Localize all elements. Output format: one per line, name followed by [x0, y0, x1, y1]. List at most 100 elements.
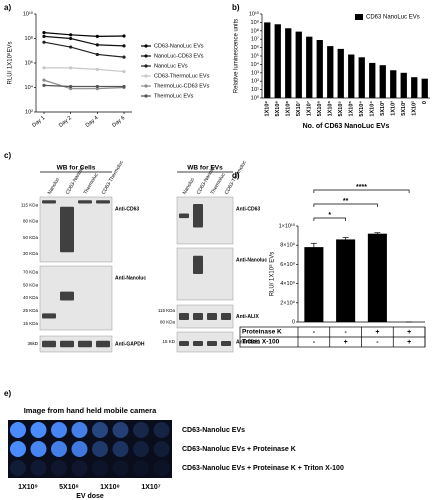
bar: [316, 40, 323, 98]
well: [153, 460, 170, 476]
series-line: [43, 84, 124, 88]
antibody-label: Anti-CD81: [236, 339, 260, 345]
point: [95, 84, 99, 89]
blot-band: [42, 340, 56, 348]
bar: [348, 54, 355, 98]
blot-band: [193, 204, 203, 228]
y-tick-label: 10¹⁰: [23, 10, 34, 17]
point: [42, 78, 46, 82]
point: [95, 52, 99, 57]
table-cell: +: [344, 339, 348, 346]
imaging-title: Image from hand held mobile camera: [24, 406, 157, 415]
well: [133, 441, 149, 457]
well: [71, 460, 88, 476]
point: [42, 34, 46, 38]
well: [71, 422, 88, 438]
point: [69, 36, 73, 41]
well: [112, 422, 129, 438]
blot-title: WB for Cells: [57, 165, 96, 172]
row-label: CD63-Nanoluc EVs + Proteinase K + Triton…: [182, 465, 344, 472]
y-tick-label: 10³: [251, 70, 259, 76]
x-tick-label: 5X10⁶: [317, 101, 323, 117]
point: [42, 40, 46, 44]
significance-label: ****: [356, 184, 367, 191]
point: [42, 83, 46, 87]
legend-marker: [144, 94, 148, 98]
y-tick-label: 10⁹: [251, 19, 259, 26]
blot-band: [193, 313, 203, 320]
series-line: [43, 79, 125, 90]
point: [69, 84, 73, 89]
point: [69, 66, 73, 70]
blot-title: WB for EVs: [187, 165, 223, 172]
mw-marker: 36kD: [27, 341, 38, 346]
antibody-label: Anti-Nanoluc: [236, 257, 267, 263]
blot-band: [42, 313, 56, 319]
table-cell: -: [344, 329, 347, 336]
y-tick-label: 10²: [251, 79, 259, 85]
significance-label: **: [343, 198, 349, 205]
bar: [327, 46, 334, 98]
blot-band: [221, 313, 231, 320]
mw-marker: 115 KDa: [158, 308, 176, 313]
legend-marker: [144, 64, 148, 68]
mw-marker: 15 KDa: [23, 321, 39, 326]
bar: [411, 77, 418, 98]
mw-marker: 80 KDa: [160, 319, 176, 324]
legend-marker: [144, 44, 148, 48]
blot-band: [207, 341, 217, 346]
mw-marker: 50 KDa: [23, 282, 39, 287]
y-tick-label: 10⁴: [251, 61, 260, 68]
bar: [358, 57, 365, 98]
table-cell: +: [407, 339, 411, 346]
y-tick-label: 10⁸: [25, 35, 33, 42]
bar: [264, 22, 271, 98]
y-tick-label: 8×10⁹: [280, 242, 295, 249]
legend-label: CD63-NanoLuc EVs: [154, 43, 204, 49]
y-tick-label: 10⁵: [251, 52, 259, 59]
blot-band: [179, 213, 189, 219]
blot: [176, 331, 234, 353]
table-row-label: Triton X-100: [242, 339, 280, 346]
table-cell: -: [313, 339, 316, 346]
bar: [336, 239, 356, 322]
blot: [176, 304, 234, 329]
well: [112, 460, 129, 476]
legend-swatch: [355, 14, 363, 20]
y-tick-label: 10²: [25, 109, 33, 115]
y-tick-label: 4×10⁹: [280, 280, 295, 287]
series-line: [43, 35, 125, 47]
antibody-label: Anti-CD63: [236, 206, 260, 212]
mw-marker: 25 KDa: [23, 308, 39, 313]
bar: [379, 65, 386, 98]
blot-band: [78, 200, 92, 204]
legend-label: NanoLuc EVs: [154, 63, 188, 69]
y-tick-label: 10⁷: [251, 36, 259, 43]
well: [10, 441, 26, 457]
y-axis-label: RLU/ 1X10⁸EVs: [7, 42, 14, 85]
blot-band: [179, 313, 189, 320]
x-tick-label: 1X10⁵: [349, 101, 355, 117]
point: [122, 84, 126, 89]
x-tick-label: 1X10²: [411, 101, 418, 116]
mw-marker: 80 KDa: [23, 219, 39, 224]
x-tick-label: 1X10⁴: [370, 101, 376, 117]
x-tick-label: 1X10³: [390, 101, 397, 116]
panel-label: b): [232, 3, 240, 12]
well: [133, 460, 149, 476]
y-tick-label: 10⁶: [25, 59, 33, 66]
blot: [176, 247, 234, 301]
blot-band: [60, 340, 74, 348]
y-tick-label: 10¹⁰: [249, 10, 260, 17]
x-tick-label: 0: [422, 101, 428, 104]
column-label: 1X10⁷: [141, 484, 160, 491]
x-axis-label: EV dose: [76, 493, 104, 500]
significance-label: *: [328, 212, 331, 219]
panel-label: c): [4, 151, 11, 160]
point: [42, 31, 46, 35]
table-cell: -: [376, 339, 379, 346]
x-tick-label: 5X10³: [379, 101, 386, 116]
significance-bracket: [313, 217, 346, 221]
well: [51, 460, 67, 476]
significance-bracket: [313, 203, 378, 207]
